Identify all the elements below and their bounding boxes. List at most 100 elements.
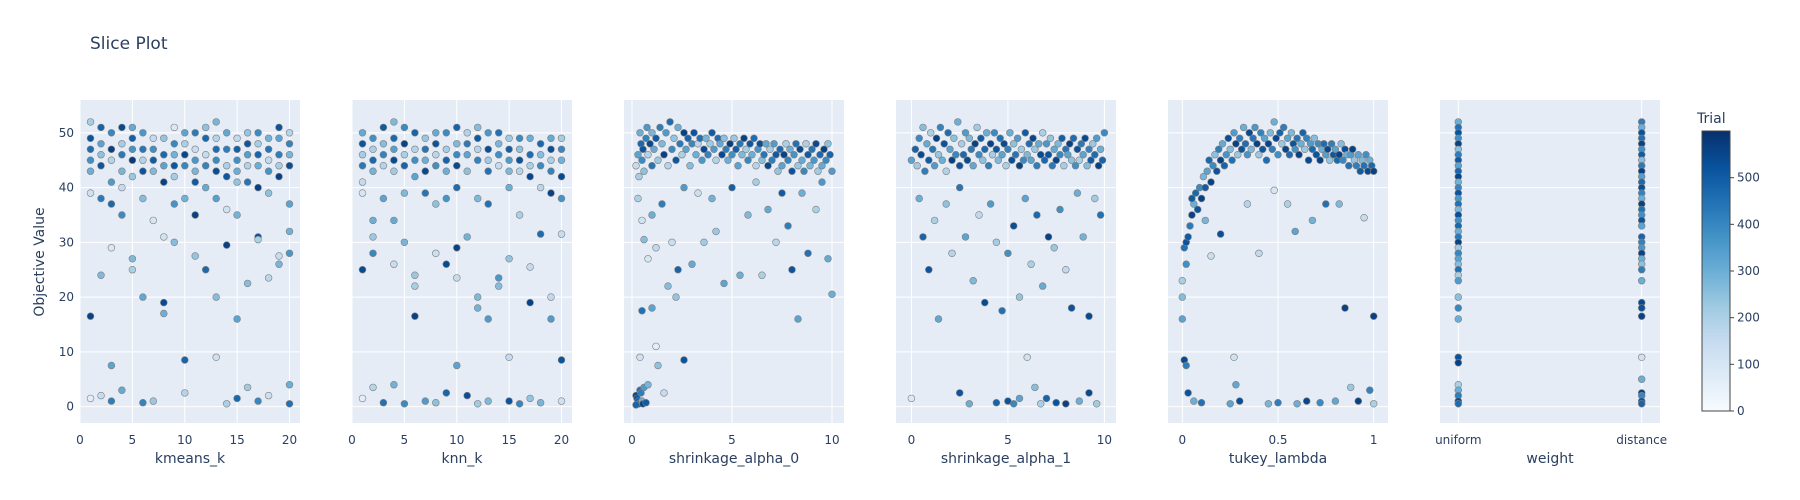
data-point [658,200,666,208]
y-tick-label: 10 [59,345,74,359]
data-point [632,401,640,409]
data-point [698,156,706,164]
data-point [944,129,952,137]
data-point [536,183,545,192]
data-point [536,162,545,170]
data-point [1241,140,1250,148]
data-point [400,140,409,148]
y-tick-label: 0 [66,400,74,414]
data-point [118,167,126,175]
data-point [411,129,419,137]
data-point [505,167,513,175]
data-point [1354,397,1363,405]
data-point [640,235,648,244]
data-point [160,298,168,307]
data-point [97,391,105,400]
data-point [1637,312,1646,320]
data-point [212,353,220,361]
data-point [557,230,566,238]
data-point [678,151,686,159]
data-point [390,156,398,164]
data-point [1216,230,1225,238]
y-tick-label: 30 [59,235,74,249]
data-point [800,167,808,175]
data-point [1073,189,1082,197]
data-point [780,151,788,159]
data-point [955,183,964,192]
data-point [1050,145,1058,154]
data-point [955,389,964,397]
data-point [1323,145,1332,154]
x-tick-label: 0 [1179,433,1187,447]
data-point [818,162,826,170]
data-point [1281,145,1290,154]
data-point [652,134,660,143]
data-point [160,178,168,186]
data-point [1091,194,1099,203]
data-point [652,244,660,252]
data-point [824,140,832,148]
data-point [526,263,534,271]
chart-title: Slice Plot [90,34,168,54]
data-point [1199,172,1208,181]
data-point [453,151,461,159]
data-point [680,183,688,192]
data-point [1235,397,1244,405]
data-point [212,145,220,154]
data-point [1040,156,1049,164]
data-point [97,271,105,279]
data-point [984,162,993,170]
data-point [828,167,836,175]
data-point [925,266,933,274]
data-point [432,399,440,407]
data-point [955,162,964,170]
data-point [792,140,800,148]
data-point [107,156,116,164]
data-point [762,140,770,148]
data-point [547,134,555,143]
data-point [495,151,503,159]
data-point [806,162,814,170]
data-point [1320,140,1328,148]
data-point [149,167,158,175]
data-point [453,140,461,148]
x-axis-title: weight [1526,451,1574,467]
data-point [788,266,796,274]
data-point [700,145,708,154]
data-point [1454,304,1463,312]
data-point [495,162,503,170]
x-axis-title: knn_k [442,451,484,467]
data-point [86,145,95,154]
data-point [1245,129,1254,137]
data-point [170,140,179,148]
data-point [1197,194,1206,203]
data-point [254,183,262,192]
data-point [640,167,648,175]
data-point [536,399,545,407]
data-point [191,129,199,137]
data-point [223,145,231,154]
data-point [1071,162,1080,170]
x-tick-label: 1 [1370,433,1378,447]
data-point [1077,140,1086,148]
data-point [1094,162,1103,170]
data-point [233,156,241,164]
data-point [1235,134,1244,143]
data-point [390,216,398,225]
data-point [149,397,158,405]
data-point [1226,400,1234,408]
data-point [826,151,834,159]
panel-knn-k: 0 5 10 15 20 knn_k [348,100,572,467]
data-point [107,244,116,252]
data-point [1369,167,1378,175]
data-point [474,400,482,408]
data-point [191,252,199,260]
data-point [992,238,1001,247]
data-point [786,145,794,154]
data-point [212,134,220,143]
data-point [107,200,116,208]
data-point [400,400,409,408]
data-point [930,216,939,225]
data-point [474,145,482,154]
data-point [1270,186,1278,195]
